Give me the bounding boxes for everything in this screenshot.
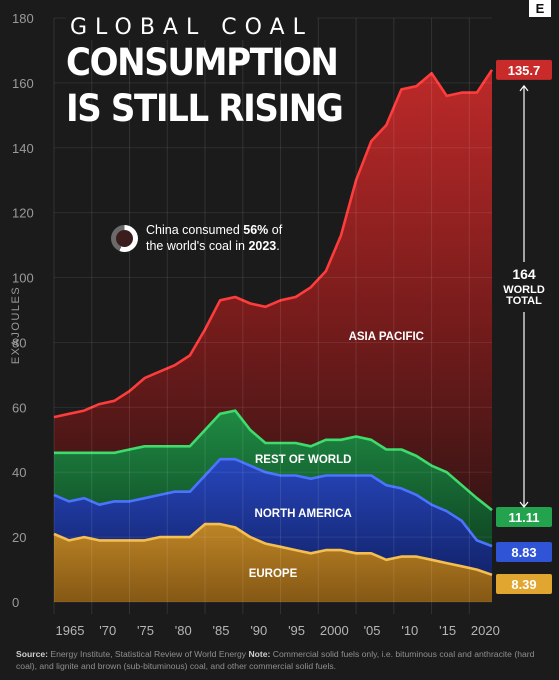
x-axis: 1965 '70 '75 '80 '85 '90 '95 2000 '05 '10 '15 2020 [53, 18, 500, 638]
callout-year: 2023 [248, 239, 277, 253]
title-line-1: GLOBAL COAL [66, 14, 317, 40]
callout-line2-pre: the world's coal in [146, 239, 249, 253]
donut-percentage-icon [111, 224, 138, 252]
y-tick-label: 100 [12, 271, 34, 286]
x-tick-label: '85 [213, 623, 230, 638]
y-tick-label: 60 [12, 400, 26, 415]
callout-text: China consumed 56% of the world's coal i… [146, 222, 282, 254]
europe-label: EUROPE [249, 568, 298, 580]
y-tick-label: 40 [12, 465, 26, 480]
x-tick-label: '10 [401, 623, 418, 638]
y-tick-label: 140 [12, 141, 34, 156]
source-footer: Source: Energy Institute, Statistical Re… [16, 648, 546, 672]
source-label: Source: [16, 649, 48, 659]
end-value-badge [496, 542, 552, 562]
y-tick-label: 160 [12, 76, 34, 91]
y-axis-label: EXAJOULES [10, 286, 22, 364]
north-america-area [54, 459, 492, 575]
y-tick-label: 80 [12, 335, 26, 350]
end-value-label: 8.39 [511, 577, 536, 592]
asia-pacific-area [54, 69, 492, 511]
brand-logo: E [529, 0, 551, 17]
rest-of-world-area [54, 410, 492, 547]
north-america-label: NORTH AMERICA [255, 508, 352, 520]
title-line-3: IS STILL RISING [66, 87, 344, 130]
callout-line2-post: . [276, 239, 280, 253]
y-tick-label: 0 [12, 595, 19, 610]
end-value-label: 135.7 [508, 63, 541, 78]
x-tick-label: '70 [99, 623, 116, 638]
world-total-label: TOTAL [506, 295, 542, 307]
y-tick-label: 120 [12, 206, 34, 221]
y-axis: 0 20 40 60 80 100 120 140 160 180 [12, 11, 492, 610]
chart-title: GLOBAL COAL CONSUMPTION IS STILL RISING [66, 14, 366, 132]
asia-pacific-line [53, 69, 494, 419]
asia-pacific-label: ASIA PACIFIC [349, 331, 424, 343]
end-value-badge [496, 507, 552, 527]
north-america-line [53, 457, 493, 548]
world-total-value: 164 [512, 266, 536, 282]
europe-line [53, 522, 493, 577]
callout-mid: of [268, 223, 283, 237]
rest-of-world-line [54, 409, 493, 512]
x-tick-label: '15 [439, 623, 456, 638]
end-value-label: 8.83 [511, 545, 536, 560]
arrow-down-icon [519, 501, 529, 508]
x-tick-label: 2020 [471, 623, 500, 638]
source-text: Energy Institute, Statistical Review of … [48, 649, 249, 659]
callout-pre: China consumed [146, 223, 244, 237]
note-label: Note: [248, 649, 271, 659]
x-tick-label: 2000 [320, 623, 349, 638]
y-tick-label: 20 [12, 530, 26, 545]
end-value-badge [496, 59, 552, 80]
x-tick-label: '90 [250, 623, 267, 638]
title-line-2: CONSUMPTION [66, 41, 339, 84]
end-value-label: 11.11 [508, 510, 539, 525]
europe-area [54, 524, 492, 602]
x-tick-label: '05 [364, 623, 381, 638]
arrow-up-icon [519, 84, 529, 92]
note-text: Commercial solid fuels only, i.e. bitumi… [16, 649, 535, 671]
callout-percent: 56% [243, 223, 269, 237]
rest-of-world-label: REST OF WORLD [255, 454, 351, 466]
china-callout: China consumed 56% of the world's coal i… [111, 222, 282, 254]
end-value-labels: 135.7 11.11 8.83 8.39 [496, 59, 552, 594]
x-tick-label: '75 [137, 623, 154, 638]
stacked-areas [53, 69, 494, 602]
x-tick-label: 1965 [56, 623, 85, 638]
world-total-label: WORLD [503, 284, 545, 296]
x-tick-label: '80 [175, 623, 192, 638]
series-labels: EUROPE NORTH AMERICA REST OF WORLD ASIA PAC… [249, 331, 424, 580]
y-tick-label: 180 [12, 11, 34, 26]
end-value-badge [496, 574, 552, 594]
x-tick-label: '95 [288, 623, 305, 638]
